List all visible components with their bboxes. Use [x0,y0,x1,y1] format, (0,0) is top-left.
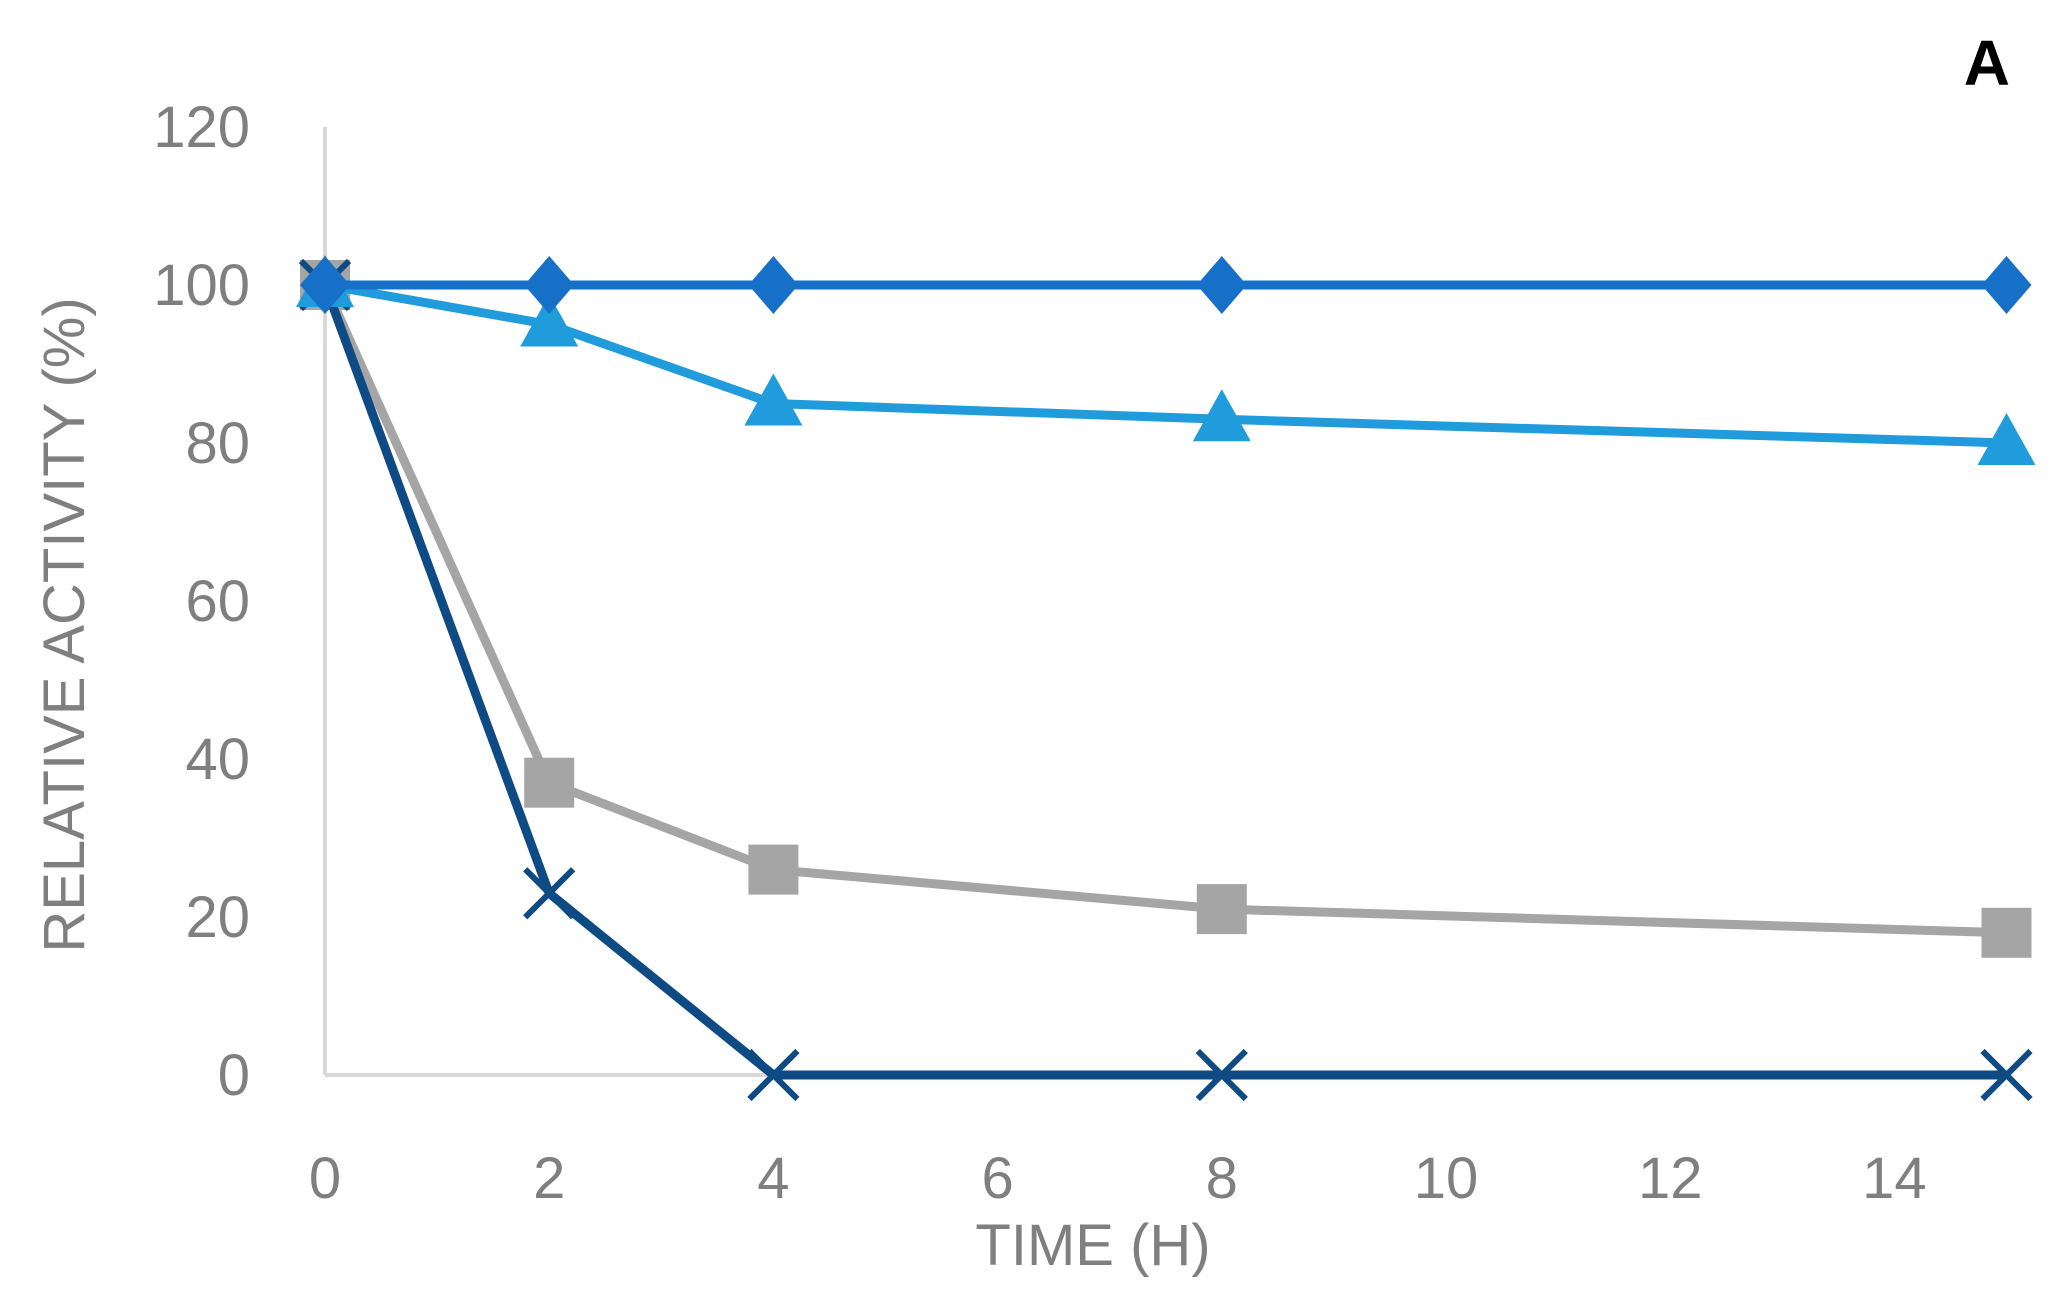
data-point-diamond [1196,256,1247,314]
data-point-triangle [1192,389,1251,442]
data-point-diamond [748,256,799,314]
y-tick-label: 60 [185,569,250,634]
y-axis-title: RELATIVE ACTIVITY (%) [32,297,97,952]
x-axis-title: TIME (H) [975,1213,1210,1278]
series-2 [298,258,2033,1102]
y-tick-label: 120 [153,95,250,160]
data-point-x [1195,1048,1248,1102]
data-point-square [524,757,575,808]
y-tick-label: 20 [185,885,250,950]
panel-label: A [1964,27,2010,99]
y-tick-label: 0 [218,1043,250,1108]
y-tick-labels: 0 20 40 60 80 100 120 [153,95,250,1108]
x-tick-label: 12 [1638,1146,1703,1211]
data-point-square [1196,884,1247,935]
x-tick-label: 2 [533,1146,565,1211]
series-line [320,283,2007,1080]
series-line [320,283,2007,938]
x-tick-label: 0 [309,1146,341,1211]
x-tick-label: 10 [1414,1146,1479,1211]
x-tick-label: 14 [1862,1146,1927,1211]
series-1 [300,260,2032,958]
data-point-diamond [1981,256,2032,314]
data-point-x [1980,1048,2033,1102]
y-tick-label: 80 [185,411,250,476]
data-point-square [1981,907,2032,958]
series-4 [300,256,2032,314]
x-tick-label: 6 [981,1146,1013,1211]
y-tick-label: 100 [153,253,250,318]
axes [323,127,2007,1077]
y-tick-label: 40 [185,727,250,792]
x-tick-label: 4 [757,1146,789,1211]
data-point-diamond [300,256,350,314]
data-point-x [747,1048,800,1102]
data-point-triangle [744,373,803,426]
data-point-triangle [520,294,579,347]
data-point-square [748,844,799,895]
data-point-triangle [1977,413,2036,465]
x-tick-label: 8 [1206,1146,1238,1211]
x-tick-labels: 0 2 4 6 8 10 12 14 [309,1146,1927,1211]
series-line [324,280,2007,448]
data-point-diamond [524,256,575,314]
data-point-x [523,867,576,920]
series-layer [296,255,2036,1102]
